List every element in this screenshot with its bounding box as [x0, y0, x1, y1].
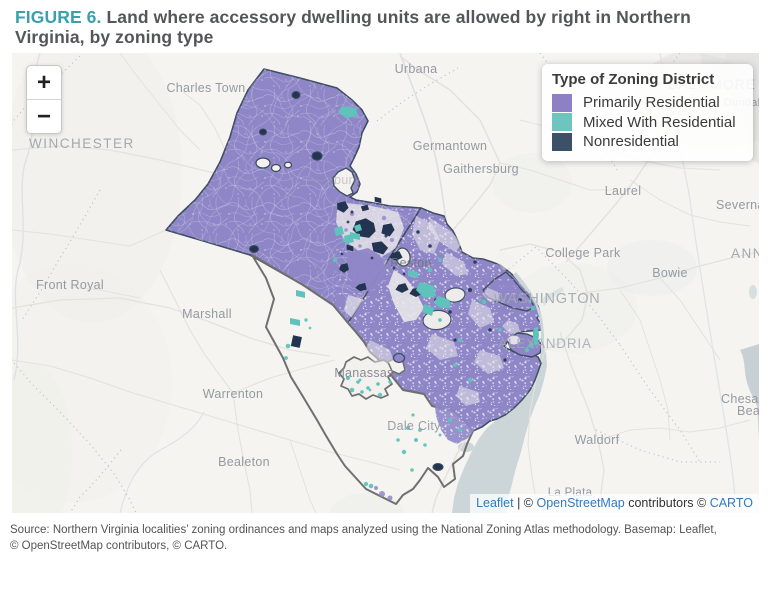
svg-text:Bowie: Bowie: [652, 266, 688, 280]
svg-text:Charles Town: Charles Town: [166, 81, 245, 95]
svg-text:Gaithersburg: Gaithersburg: [443, 162, 519, 176]
svg-text:Reston: Reston: [390, 256, 431, 270]
svg-text:College Park: College Park: [545, 246, 621, 260]
svg-text:Beac: Beac: [737, 404, 759, 418]
svg-text:Severna Pa: Severna Pa: [716, 198, 759, 212]
svg-text:Warrenton: Warrenton: [203, 387, 264, 401]
svg-text:Germantown: Germantown: [413, 139, 488, 153]
svg-text:ALEXANDRIA: ALEXANDRIA: [498, 336, 592, 351]
svg-text:Bealeton: Bealeton: [218, 455, 270, 469]
svg-text:Leesburg: Leesburg: [306, 173, 361, 187]
svg-text:Front Royal: Front Royal: [36, 278, 104, 292]
svg-text:Waldorf: Waldorf: [575, 433, 620, 447]
svg-text:WINCHESTER: WINCHESTER: [29, 136, 135, 151]
svg-text:Urbana: Urbana: [395, 62, 438, 76]
svg-text:Manassas: Manassas: [334, 366, 393, 380]
svg-text:WASHINGTON: WASHINGTON: [493, 291, 600, 307]
svg-text:Chesap: Chesap: [721, 392, 759, 406]
svg-text:Dale City: Dale City: [387, 419, 441, 433]
svg-text:Laurel: Laurel: [605, 184, 642, 198]
svg-text:Marshall: Marshall: [182, 307, 232, 321]
svg-text:ANNAPOLIS: ANNAPOLIS: [731, 246, 759, 261]
